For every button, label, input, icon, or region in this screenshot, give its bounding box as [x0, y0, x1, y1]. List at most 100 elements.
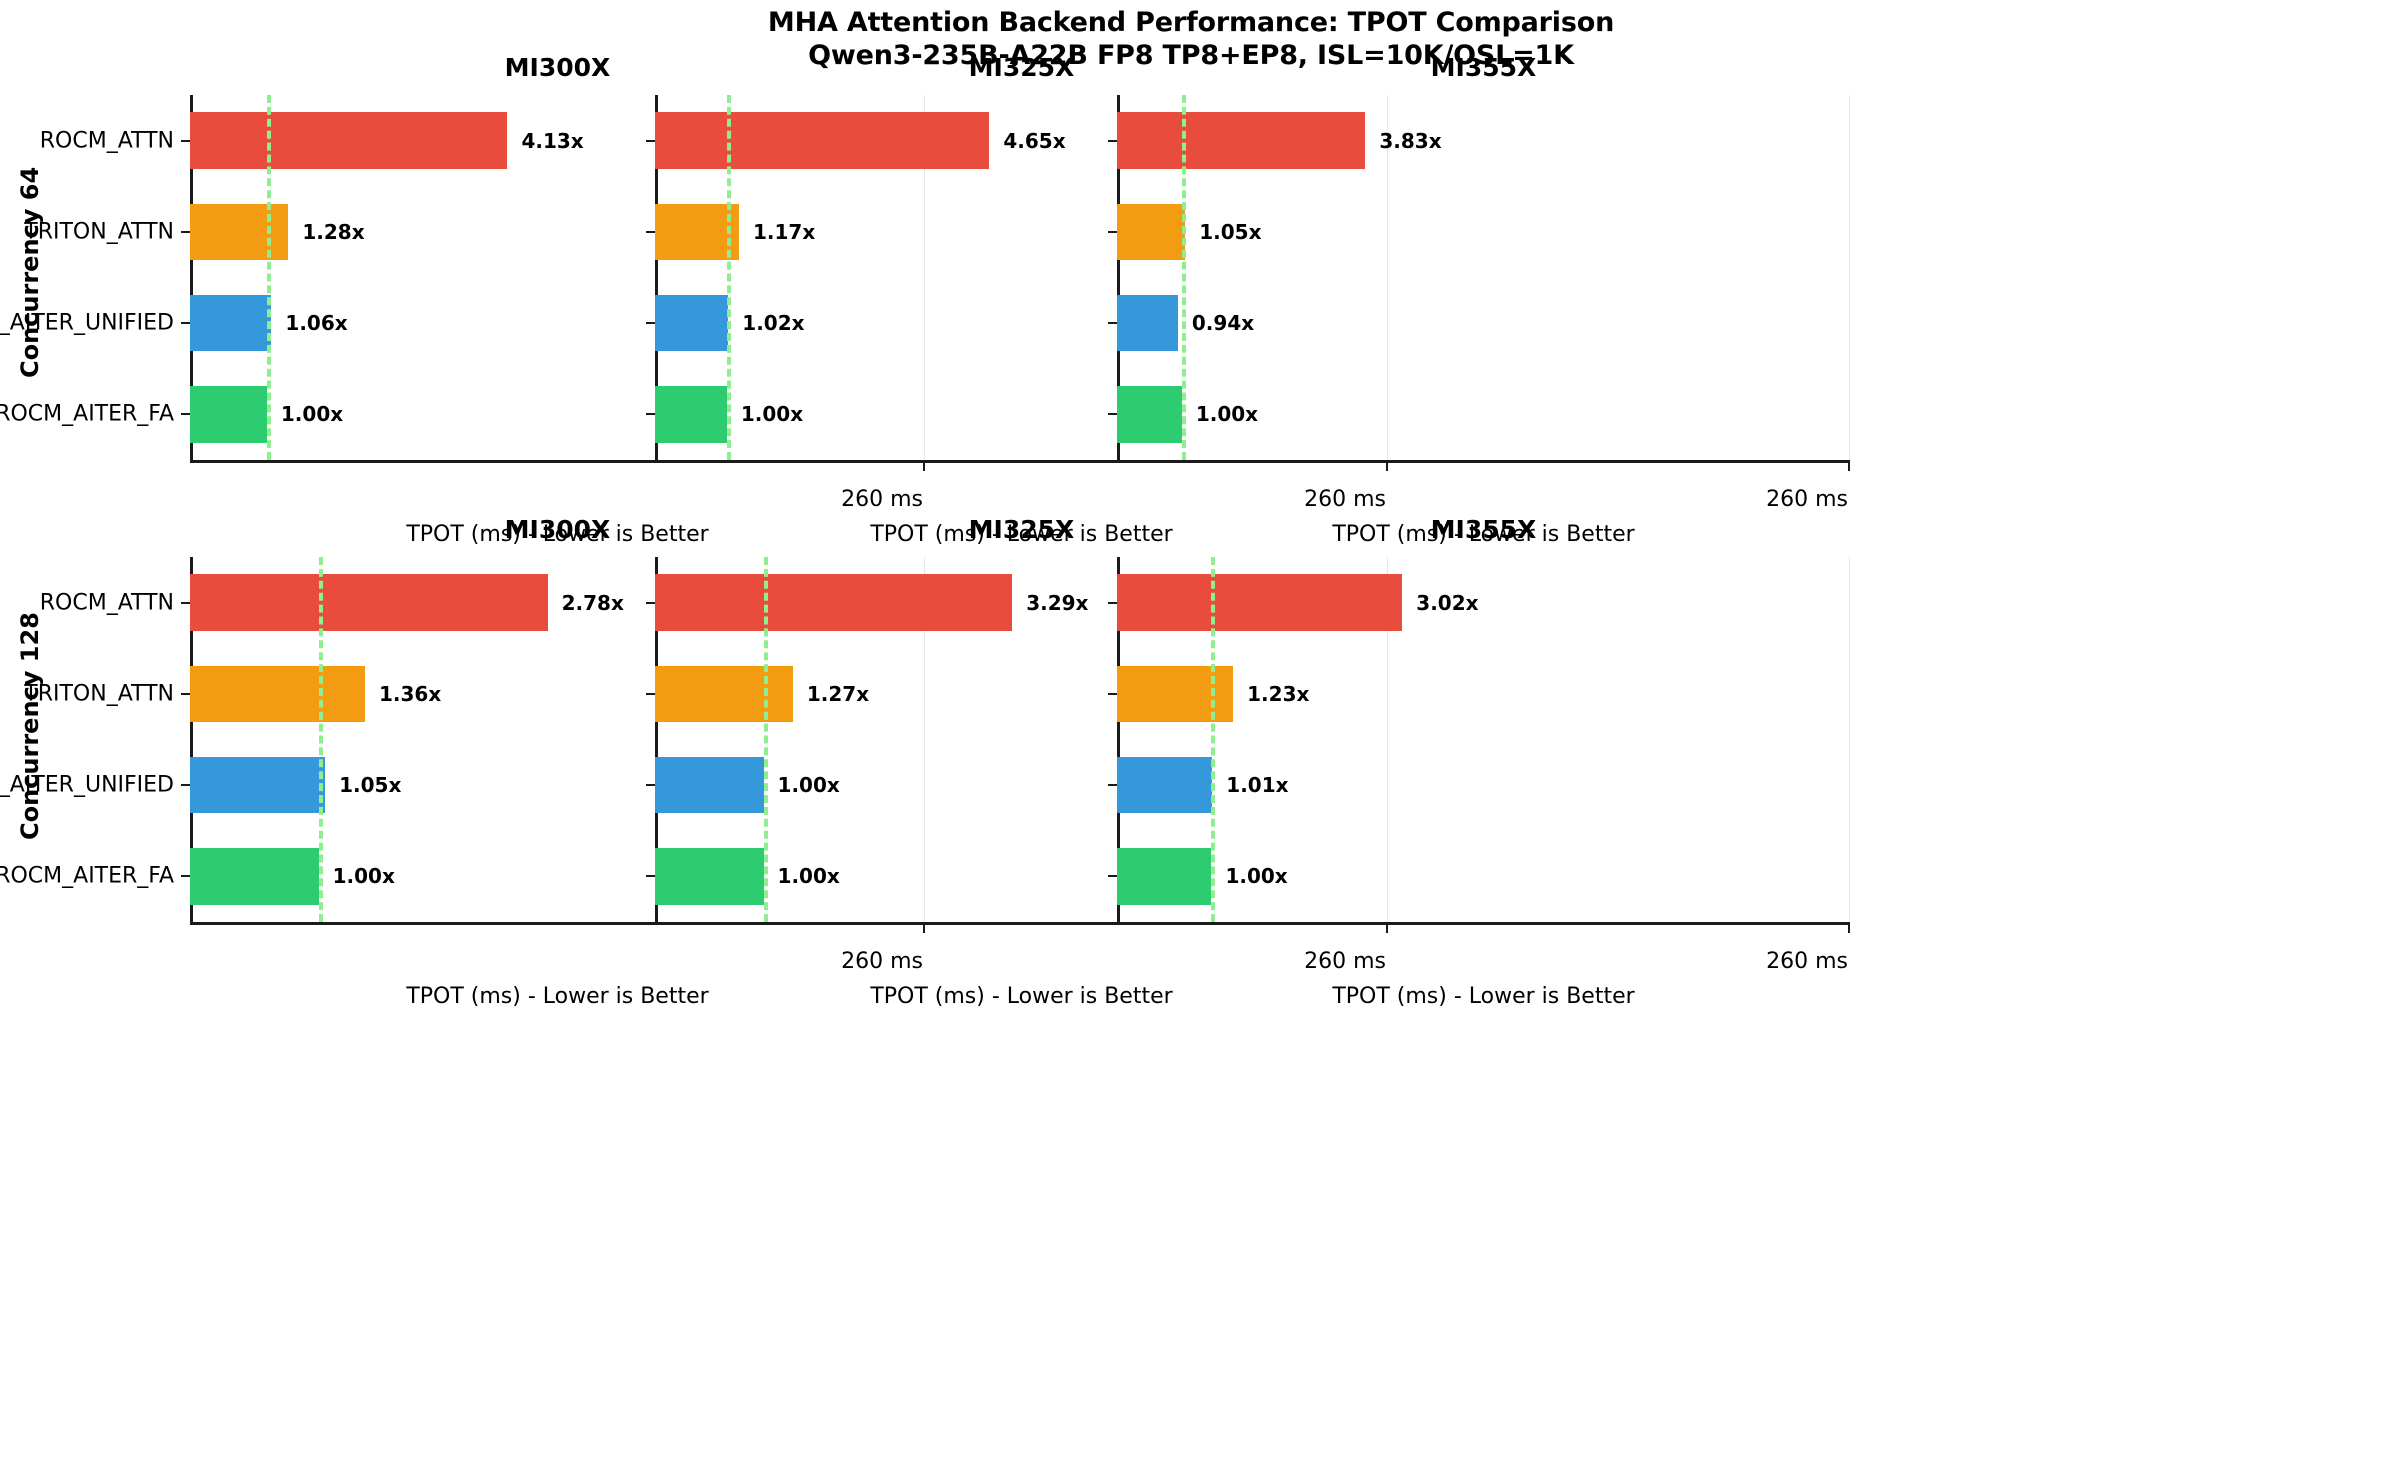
y-tick-mark: [1108, 692, 1117, 695]
y-tick-mark: [181, 322, 190, 325]
bar-triton-attn: [655, 665, 793, 723]
bar-value-label: 1.01x: [1226, 773, 1289, 798]
x-axis-title: TPOT (ms) - Lower is Better: [1332, 522, 1635, 547]
bar-value-label: 4.65x: [1003, 128, 1066, 153]
subplot-title: MI325X: [968, 515, 1075, 544]
row-label-concurrency-64: Concurrency 64: [16, 166, 44, 378]
x-tick-label: 260 ms: [1304, 949, 1386, 974]
figure-title: MHA Attention Backend Performance: TPOT …: [0, 6, 2382, 72]
y-tick-mark: [1108, 784, 1117, 787]
subplot-title: MI300X: [504, 53, 611, 82]
x-axis-title: TPOT (ms) - Lower is Better: [1332, 984, 1635, 1009]
bar-rocm-aiter-unified: [1117, 294, 1178, 352]
subplot-mi300x-concurrency-128: MI300X: [190, 515, 925, 922]
subplot-mi325x-concurrency-128: MI325X: [655, 515, 1388, 922]
bar-rocm-attn: [1117, 574, 1403, 631]
subplot-title: MI300X: [504, 515, 611, 544]
bar-value-label: 1.05x: [1199, 219, 1262, 244]
y-axis-label-rocm-aiter-unified: ROCM_AITER_UNIFIED: [0, 310, 174, 336]
bar-value-label: 1.27x: [806, 681, 870, 706]
plot-area: 260 ms ROCM_ATTN 4.13x TRITON_ATTN 1.28x ROCM…: [0, 95, 925, 512]
bar-triton-attn: [190, 665, 365, 723]
y-tick-mark: [181, 601, 190, 604]
y-tick-mark: [1108, 139, 1117, 142]
x-axis-spine: [190, 922, 925, 925]
y-tick-mark: [646, 875, 655, 878]
x-tick-label: 260 ms: [1304, 487, 1386, 512]
baseline-reference-line: [1181, 95, 1186, 460]
bar-value-label: 1.06x: [285, 311, 348, 336]
plot-area: 260 ms 3.83x 1.05x 0.94x 1.00x: [1108, 95, 1850, 512]
x-tick-label: 260 ms: [841, 487, 923, 512]
y-axis-spine: [1117, 95, 1120, 460]
bar-value-label: 1.00x: [280, 402, 344, 427]
bar-value-label: 3.83x: [1379, 128, 1442, 153]
plot-area: 260 ms 3.29x 1.27x 1.00x 1.00x: [646, 557, 1388, 974]
bar-value-label: 1.17x: [753, 219, 816, 244]
plot-area: 260 ms 3.02x 1.23x 1.01x 1.00x: [1108, 557, 1850, 974]
y-axis-label-triton-attn: TRITON_ATTN: [24, 681, 174, 707]
y-tick-mark: [181, 230, 190, 233]
x-gridline: [1387, 95, 1388, 460]
bar-rocm-attn: [1117, 112, 1366, 169]
bar-value-label: 1.00x: [332, 864, 395, 889]
y-tick-mark: [181, 875, 190, 878]
bar-rocm-aiter-unified: [190, 756, 326, 814]
x-axis-spine: [655, 922, 1388, 925]
x-axis-title: TPOT (ms) - Lower is Better: [870, 984, 1173, 1009]
y-axis-spine: [655, 95, 658, 460]
bar-rocm-aiter-fa: [1117, 386, 1182, 443]
bar-value-label: 1.05x: [339, 773, 402, 798]
bar-value-label: 1.00x: [777, 773, 840, 798]
figure-title-line1: MHA Attention Backend Performance: TPOT …: [767, 7, 1615, 38]
x-axis-spine: [655, 460, 1388, 463]
y-tick-mark: [1108, 875, 1117, 878]
bar-rocm-aiter-fa: [1117, 848, 1212, 905]
x-axis-title: TPOT (ms) - Lower is Better: [406, 522, 709, 547]
x-tick-label: 260 ms: [1766, 487, 1848, 512]
bar-value-label: 2.78x: [561, 590, 624, 615]
bar-triton-attn: [190, 203, 289, 261]
y-tick-mark: [181, 413, 190, 416]
y-axis-label-rocm-aiter-fa: ROCM_AITER_FA: [0, 863, 174, 889]
x-tick-mark: [1848, 462, 1850, 471]
bar-value-label: 1.36x: [378, 681, 442, 706]
subplot-title: MI355X: [1430, 515, 1537, 544]
bar-value-label: 1.00x: [740, 402, 804, 427]
y-axis-label-rocm-aiter-fa: ROCM_AITER_FA: [0, 401, 174, 427]
bar-triton-attn: [1117, 665, 1234, 723]
x-gridline: [924, 95, 925, 460]
bar-rocm-aiter-fa: [190, 386, 267, 443]
x-gridline: [1387, 557, 1388, 922]
y-axis-spine: [190, 557, 193, 922]
y-axis-spine: [1117, 557, 1120, 922]
x-axis-spine: [1117, 922, 1850, 925]
subplot-title: MI355X: [1430, 53, 1537, 82]
bar-rocm-attn: [655, 112, 990, 169]
x-gridline: [924, 557, 925, 922]
x-tick-mark: [923, 462, 925, 471]
subplot-mi355x-concurrency-64: MI355X: [1117, 53, 1850, 460]
bar-value-label: 0.94x: [1191, 311, 1255, 336]
bar-rocm-aiter-fa: [190, 848, 319, 905]
subplot-mi355x-concurrency-128: MI355X: [1117, 515, 1850, 922]
bar-value-label: 3.02x: [1416, 590, 1479, 615]
x-tick-mark: [1848, 924, 1850, 933]
y-tick-mark: [646, 230, 655, 233]
y-tick-mark: [1108, 413, 1117, 416]
bar-value-label: 1.00x: [777, 864, 840, 889]
bar-rocm-aiter-unified: [1117, 756, 1213, 814]
bar-value-label: 3.29x: [1026, 590, 1089, 615]
x-axis-title: TPOT (ms) - Lower is Better: [406, 984, 709, 1009]
x-tick-mark: [1386, 462, 1388, 471]
bar-value-label: 1.00x: [1225, 864, 1288, 889]
y-tick-mark: [181, 692, 190, 695]
y-tick-mark: [646, 601, 655, 604]
bar-rocm-attn: [655, 574, 1013, 631]
bar-value-label: 4.13x: [521, 128, 584, 153]
bar-value-label: 1.02x: [742, 311, 805, 336]
x-axis-spine: [1117, 460, 1850, 463]
row-label-concurrency-128: Concurrency 128: [16, 611, 44, 840]
y-tick-mark: [646, 139, 655, 142]
